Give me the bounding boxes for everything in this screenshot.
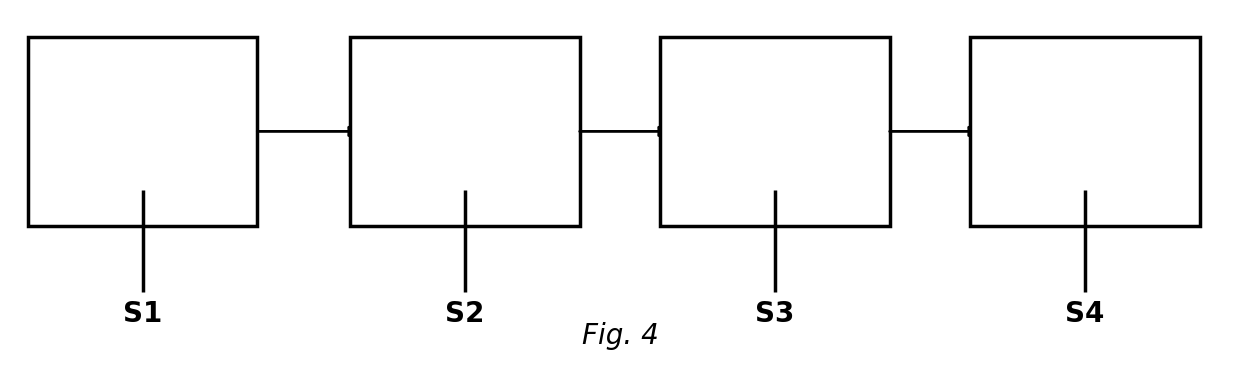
Text: S4: S4 bbox=[1065, 300, 1105, 328]
Text: Fig. 4: Fig. 4 bbox=[582, 322, 658, 350]
Bar bbox=[350, 36, 579, 226]
Bar bbox=[970, 36, 1200, 226]
Bar bbox=[29, 36, 258, 226]
Text: S1: S1 bbox=[123, 300, 162, 328]
Text: S3: S3 bbox=[755, 300, 795, 328]
Text: S2: S2 bbox=[445, 300, 485, 328]
Bar bbox=[660, 36, 890, 226]
